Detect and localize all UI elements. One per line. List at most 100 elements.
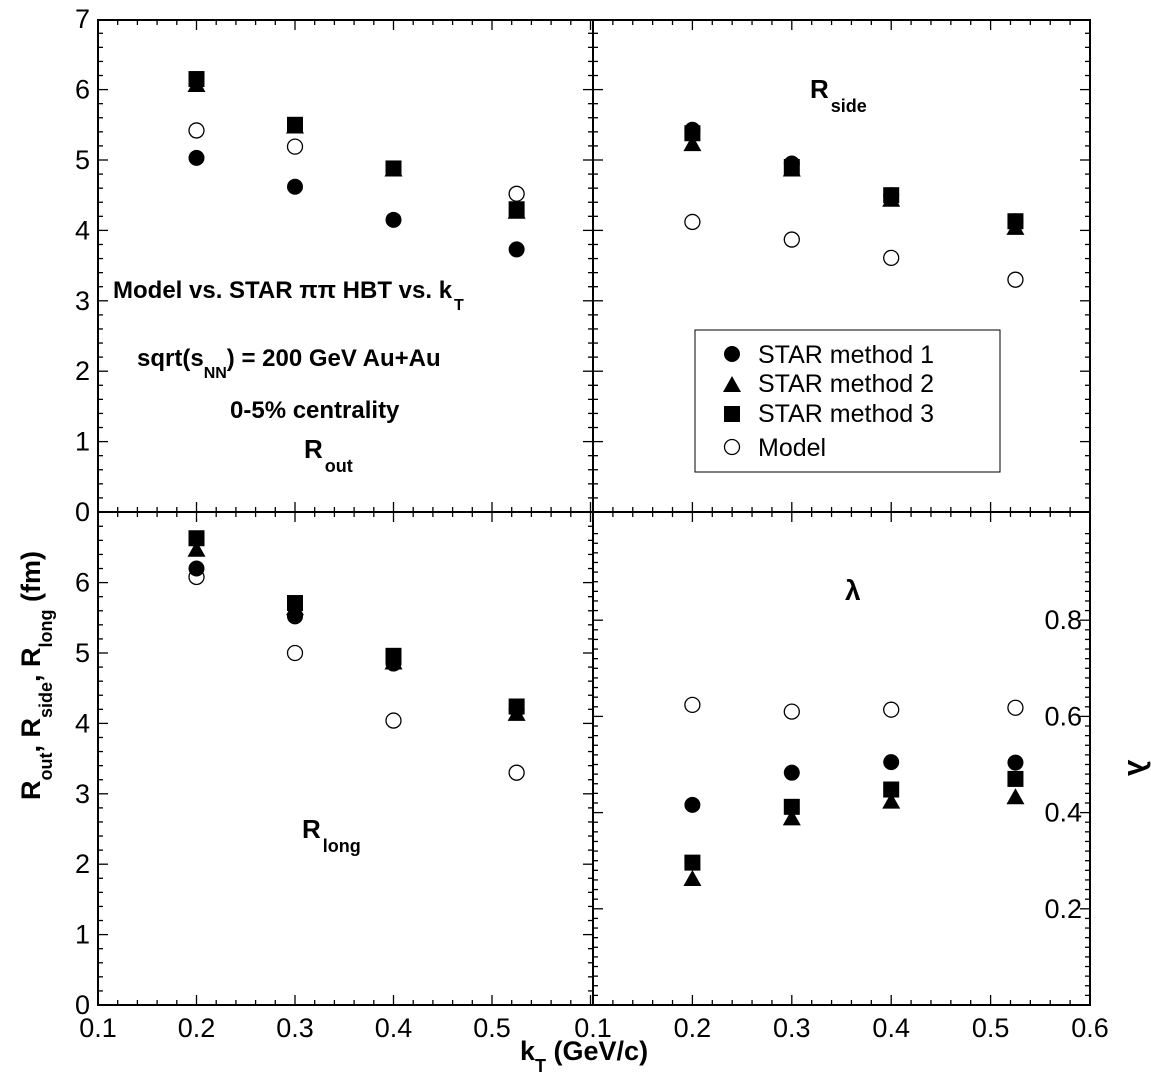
panel-frames — [97, 19, 1091, 1006]
point-bottom-right-star-method-2 — [882, 792, 901, 809]
x-tick-label: 0.4 — [872, 1013, 910, 1043]
point-bottom-right-model — [684, 696, 701, 714]
point-bottom-left-model — [286, 644, 304, 662]
point-bottom-right-star-method-1 — [684, 796, 701, 813]
point-top-right-star-method-2 — [683, 135, 702, 152]
x-tick-label: 0.3 — [773, 1013, 811, 1043]
legend-label-method-3: STAR method 3 — [758, 400, 934, 428]
legend-marker-method-1 — [724, 346, 740, 362]
point-top-right-star-method-3 — [783, 159, 800, 176]
legend-marker-model — [723, 438, 741, 456]
x-tick-label: 0.1 — [574, 1013, 612, 1043]
x-tick-label: 0.6 — [1071, 1013, 1109, 1043]
point-top-left-star-method-3 — [508, 201, 525, 218]
point-bottom-right-star-method-1 — [883, 754, 900, 771]
point-bottom-left-star-method-3 — [188, 530, 205, 547]
y-tick-label: 3 — [75, 286, 90, 316]
point-top-left-model — [188, 122, 205, 139]
lambda-tick-label: 0.4 — [1044, 798, 1082, 828]
frame-bottom-left — [97, 511, 594, 1006]
point-bottom-right-star-method-3 — [783, 798, 800, 815]
x-axis-label: kT (GeV/c) — [520, 1036, 648, 1076]
legend-label-method-2: STAR method 2 — [758, 370, 934, 398]
y-tick-label: 3 — [75, 779, 90, 809]
point-top-left-star-method-3 — [385, 160, 402, 177]
y-axis-label: Rout, Rside, Rlong (fm) — [16, 551, 56, 800]
y-tick-label: 1 — [75, 920, 90, 950]
point-top-left-star-method-1 — [508, 241, 525, 258]
point-top-left-star-method-3 — [287, 116, 303, 133]
point-top-left-star-method-3 — [188, 71, 205, 88]
point-bottom-right-star-method-2 — [1006, 788, 1025, 805]
point-top-right-star-method-3 — [684, 125, 701, 142]
point-top-right-star-method-3 — [1007, 213, 1024, 230]
point-bottom-right-model — [883, 701, 900, 718]
info-line-1: Model vs. STAR ππ HBT vs. kT — [113, 277, 464, 314]
point-bottom-left-model — [508, 764, 525, 781]
point-bottom-right-star-method-1 — [783, 764, 800, 781]
y-tick-label: 6 — [75, 75, 90, 105]
legend: STAR method 1 STAR method 2 STAR method … — [694, 329, 1001, 473]
legend-box — [694, 329, 1001, 473]
tick-labels: 0 1 2 3 4 5 6 7 0 1 2 3 4 5 6 0.2 0.4 0.6 0.8 0.1 0.2 0.3 0.4 0… — [75, 4, 1109, 1043]
axis-ticks — [97, 20, 1091, 1006]
point-top-right-star-method-3 — [883, 187, 900, 204]
y-tick-label: 6 — [75, 568, 90, 598]
point-bottom-right-star-method-3 — [684, 854, 701, 871]
point-bottom-left-star-method-1 — [188, 560, 205, 577]
panel-title-lambda: λ — [845, 575, 861, 606]
point-top-right-model — [783, 231, 800, 248]
x-tick-label: 0.3 — [276, 1013, 314, 1043]
y-tick-label: 4 — [75, 708, 90, 738]
point-top-left-star-method-1 — [287, 178, 303, 195]
legend-marker-method-2 — [723, 376, 741, 392]
x-tick-label: 0.4 — [375, 1013, 413, 1043]
point-bottom-left-star-method-3 — [385, 647, 402, 664]
point-bottom-right-star-method-2 — [683, 870, 702, 887]
y-tick-label: 5 — [75, 145, 90, 175]
frame-top-left — [97, 19, 594, 513]
legend-label-method-1: STAR method 1 — [758, 341, 934, 369]
x-tick-label: 0.2 — [674, 1013, 712, 1043]
x-tick-label: 0.5 — [972, 1013, 1010, 1043]
point-bottom-left-star-method-3 — [287, 595, 303, 612]
point-top-left-star-method-1 — [188, 149, 205, 166]
y-tick-label: 2 — [75, 356, 90, 386]
lambda-tick-label: 0.6 — [1044, 701, 1082, 731]
y-tick-label: 0 — [75, 497, 90, 527]
point-top-left-model — [508, 185, 525, 202]
point-bottom-right-star-method-3 — [1007, 770, 1024, 787]
data-marks — [187, 71, 1025, 887]
y-tick-label: 7 — [75, 4, 90, 34]
legend-marker-method-3 — [724, 406, 740, 422]
lambda-tick-label: 0.8 — [1044, 605, 1082, 635]
point-bottom-left-model — [385, 712, 402, 729]
lambda-axis-label: λ — [1121, 760, 1151, 777]
point-top-right-model — [684, 213, 701, 231]
y-tick-label: 0 — [75, 990, 90, 1020]
x-tick-label: 0.2 — [178, 1013, 216, 1043]
panel-title-rside: Rside — [810, 74, 867, 116]
point-top-right-model — [883, 249, 900, 267]
info-line-3: 0-5% centrality — [230, 397, 400, 424]
point-bottom-right-model — [783, 703, 800, 720]
y-tick-label: 5 — [75, 638, 90, 668]
point-bottom-right-star-method-2 — [782, 809, 801, 826]
point-top-left-model — [286, 138, 304, 155]
panel-title-rlong: Rlong — [302, 814, 361, 856]
y-tick-label: 2 — [75, 849, 90, 879]
lambda-tick-label: 0.2 — [1044, 894, 1082, 924]
point-bottom-left-star-method-3 — [508, 698, 525, 715]
x-tick-label: 0.5 — [473, 1013, 511, 1043]
point-bottom-right-star-method-3 — [883, 781, 900, 798]
x-tick-label: 0.1 — [79, 1013, 117, 1043]
point-bottom-left-star-method-2 — [187, 540, 206, 557]
point-top-left-star-method-1 — [385, 211, 402, 228]
y-tick-label: 1 — [75, 427, 90, 457]
panel-title-rout: Rout — [304, 434, 353, 476]
frame-bottom-right — [592, 511, 1091, 1006]
point-top-right-model — [1007, 271, 1024, 288]
point-bottom-right-star-method-1 — [1007, 754, 1024, 771]
legend-label-model: Model — [758, 434, 826, 462]
